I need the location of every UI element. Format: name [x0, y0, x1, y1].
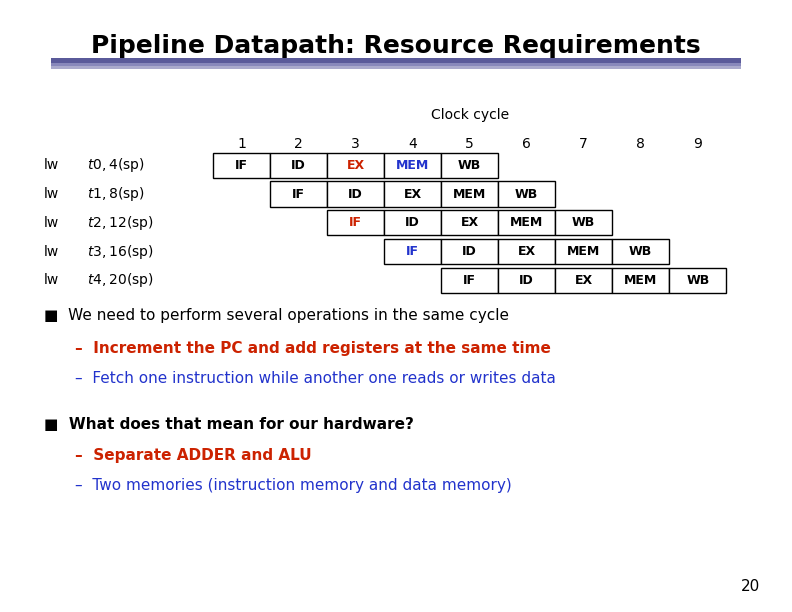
Text: ID: ID: [406, 216, 420, 230]
Text: 9: 9: [693, 137, 703, 151]
Text: IF: IF: [292, 187, 305, 201]
Text: EX: EX: [518, 245, 535, 258]
Text: $t4, 20($sp): $t4, 20($sp): [87, 271, 154, 289]
Bar: [327, 181, 384, 207]
Text: ■  We need to perform several operations in the same cycle: ■ We need to perform several operations …: [44, 308, 508, 323]
Text: MEM: MEM: [510, 216, 543, 230]
Bar: [612, 267, 669, 293]
Bar: [669, 267, 726, 293]
Text: 1: 1: [237, 137, 246, 151]
Bar: [384, 210, 441, 236]
Text: ID: ID: [291, 159, 306, 172]
Bar: [384, 239, 441, 264]
Bar: [441, 239, 498, 264]
Text: lw: lw: [44, 216, 59, 230]
Bar: [270, 152, 327, 178]
Text: $t3, 16($sp): $t3, 16($sp): [87, 242, 154, 261]
Text: IF: IF: [406, 245, 419, 258]
Bar: [555, 210, 612, 236]
Text: IF: IF: [463, 274, 476, 287]
Text: EX: EX: [404, 187, 421, 201]
Text: 3: 3: [351, 137, 360, 151]
Text: ID: ID: [520, 274, 534, 287]
Text: EX: EX: [575, 274, 592, 287]
Bar: [498, 267, 555, 293]
Text: Clock cycle: Clock cycle: [431, 108, 508, 122]
Text: 2: 2: [294, 137, 303, 151]
Bar: [51, 63, 741, 67]
Bar: [441, 210, 498, 236]
Bar: [612, 239, 669, 264]
Text: WB: WB: [686, 274, 710, 287]
Bar: [498, 210, 555, 236]
Text: Pipeline Datapath: Resource Requirements: Pipeline Datapath: Resource Requirements: [91, 34, 701, 58]
Text: IF: IF: [235, 159, 248, 172]
Text: ID: ID: [348, 187, 363, 201]
Text: $t1, 8($sp): $t1, 8($sp): [87, 185, 145, 203]
Text: EX: EX: [347, 159, 364, 172]
Bar: [51, 58, 741, 64]
Text: WB: WB: [458, 159, 482, 172]
Text: –  Increment the PC and add registers at the same time: – Increment the PC and add registers at …: [75, 341, 551, 356]
Bar: [51, 66, 741, 69]
Text: $t0, 4($sp): $t0, 4($sp): [87, 156, 145, 174]
Text: MEM: MEM: [624, 274, 657, 287]
Text: ID: ID: [463, 245, 477, 258]
Text: EX: EX: [461, 216, 478, 230]
Text: 6: 6: [522, 137, 531, 151]
Text: MEM: MEM: [567, 245, 600, 258]
Bar: [270, 181, 327, 207]
Text: –  Two memories (instruction memory and data memory): – Two memories (instruction memory and d…: [75, 478, 512, 493]
Bar: [327, 152, 384, 178]
Bar: [441, 152, 498, 178]
Text: 20: 20: [741, 578, 760, 594]
Text: WB: WB: [629, 245, 653, 258]
Bar: [441, 181, 498, 207]
Text: WB: WB: [572, 216, 596, 230]
Text: 8: 8: [636, 137, 645, 151]
Text: lw: lw: [44, 187, 59, 201]
Text: MEM: MEM: [453, 187, 486, 201]
Text: 4: 4: [408, 137, 417, 151]
Text: lw: lw: [44, 245, 59, 258]
Bar: [498, 239, 555, 264]
Text: ■  What does that mean for our hardware?: ■ What does that mean for our hardware?: [44, 417, 413, 431]
Bar: [384, 152, 441, 178]
Text: lw: lw: [44, 274, 59, 287]
Text: –  Fetch one instruction while another one reads or writes data: – Fetch one instruction while another on…: [75, 371, 556, 386]
Text: IF: IF: [349, 216, 362, 230]
Bar: [213, 152, 270, 178]
Bar: [441, 267, 498, 293]
Bar: [327, 210, 384, 236]
Text: 5: 5: [465, 137, 474, 151]
Bar: [498, 181, 555, 207]
Bar: [384, 181, 441, 207]
Text: lw: lw: [44, 159, 59, 172]
Bar: [555, 239, 612, 264]
Text: $t2, 12($sp): $t2, 12($sp): [87, 214, 154, 232]
Bar: [555, 267, 612, 293]
Text: MEM: MEM: [396, 159, 429, 172]
Text: 7: 7: [579, 137, 588, 151]
Text: –  Separate ADDER and ALU: – Separate ADDER and ALU: [75, 449, 312, 463]
Text: WB: WB: [515, 187, 539, 201]
